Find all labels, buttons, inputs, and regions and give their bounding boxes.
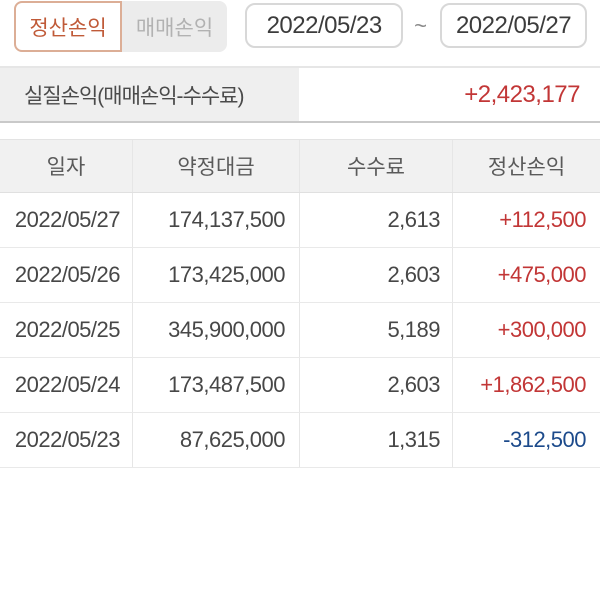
cell-amount: 173,425,000 [132, 248, 299, 302]
spacer [0, 123, 600, 139]
tab-settlement-pnl[interactable]: 정산손익 [14, 1, 122, 52]
cell-pnl: +300,000 [452, 303, 600, 357]
top-bar: 정산손익 매매손익 2022/05/23 ~ 2022/05/27 [0, 0, 600, 68]
pnl-tab-group: 정산손익 매매손익 [14, 1, 227, 52]
table-row[interactable]: 2022/05/26 173,425,000 2,603 +475,000 [0, 248, 600, 303]
table-row[interactable]: 2022/05/25 345,900,000 5,189 +300,000 [0, 303, 600, 358]
cell-fee: 2,603 [299, 248, 452, 302]
cell-date: 2022/05/27 [14, 207, 121, 232]
table-body: 2022/05/27 174,137,500 2,613 +112,500 20… [0, 193, 600, 468]
cell-fee: 1,315 [299, 413, 452, 467]
table-row[interactable]: 2022/05/27 174,137,500 2,613 +112,500 [0, 193, 600, 248]
cell-amount: 174,137,500 [132, 193, 299, 247]
cell-fee: 2,613 [299, 193, 452, 247]
cell-fee: 5,189 [299, 303, 452, 357]
net-pnl-value: +2,423,177 [299, 68, 600, 121]
date-range: 2022/05/23 ~ 2022/05/27 [245, 3, 587, 48]
cell-pnl: +112,500 [452, 193, 600, 247]
column-header-pnl: 정산손익 [452, 140, 600, 192]
column-header-date: 일자 [46, 156, 86, 179]
cell-pnl: -312,500 [452, 413, 600, 467]
cell-date: 2022/05/23 [14, 427, 121, 452]
start-date-field[interactable]: 2022/05/23 [245, 3, 404, 48]
cell-amount: 345,900,000 [132, 303, 299, 357]
column-header-fee: 수수료 [299, 140, 452, 192]
cell-date: 2022/05/26 [14, 262, 121, 287]
end-date-field[interactable]: 2022/05/27 [440, 3, 587, 48]
daily-pnl-table: 일자 약정대금 수수료 정산손익 2022/05/27 174,137,500 … [0, 139, 600, 468]
date-range-separator: ~ [414, 12, 427, 38]
cell-date: 2022/05/24 [14, 372, 121, 397]
cell-date: 2022/05/25 [14, 317, 121, 342]
column-header-amount: 약정대금 [132, 140, 299, 192]
cell-pnl: +475,000 [452, 248, 600, 302]
cell-pnl: +1,862,500 [452, 358, 600, 412]
tab-trading-pnl[interactable]: 매매손익 [122, 1, 227, 52]
cell-amount: 173,487,500 [132, 358, 299, 412]
table-row[interactable]: 2022/05/24 173,487,500 2,603 +1,862,500 [0, 358, 600, 413]
cell-amount: 87,625,000 [132, 413, 299, 467]
table-header-row: 일자 약정대금 수수료 정산손익 [0, 139, 600, 193]
net-pnl-summary-row: 실질손익(매매손익-수수료) +2,423,177 [0, 68, 600, 123]
table-row[interactable]: 2022/05/23 87,625,000 1,315 -312,500 [0, 413, 600, 468]
cell-fee: 2,603 [299, 358, 452, 412]
net-pnl-label: 실질손익(매매손익-수수료) [0, 68, 299, 121]
